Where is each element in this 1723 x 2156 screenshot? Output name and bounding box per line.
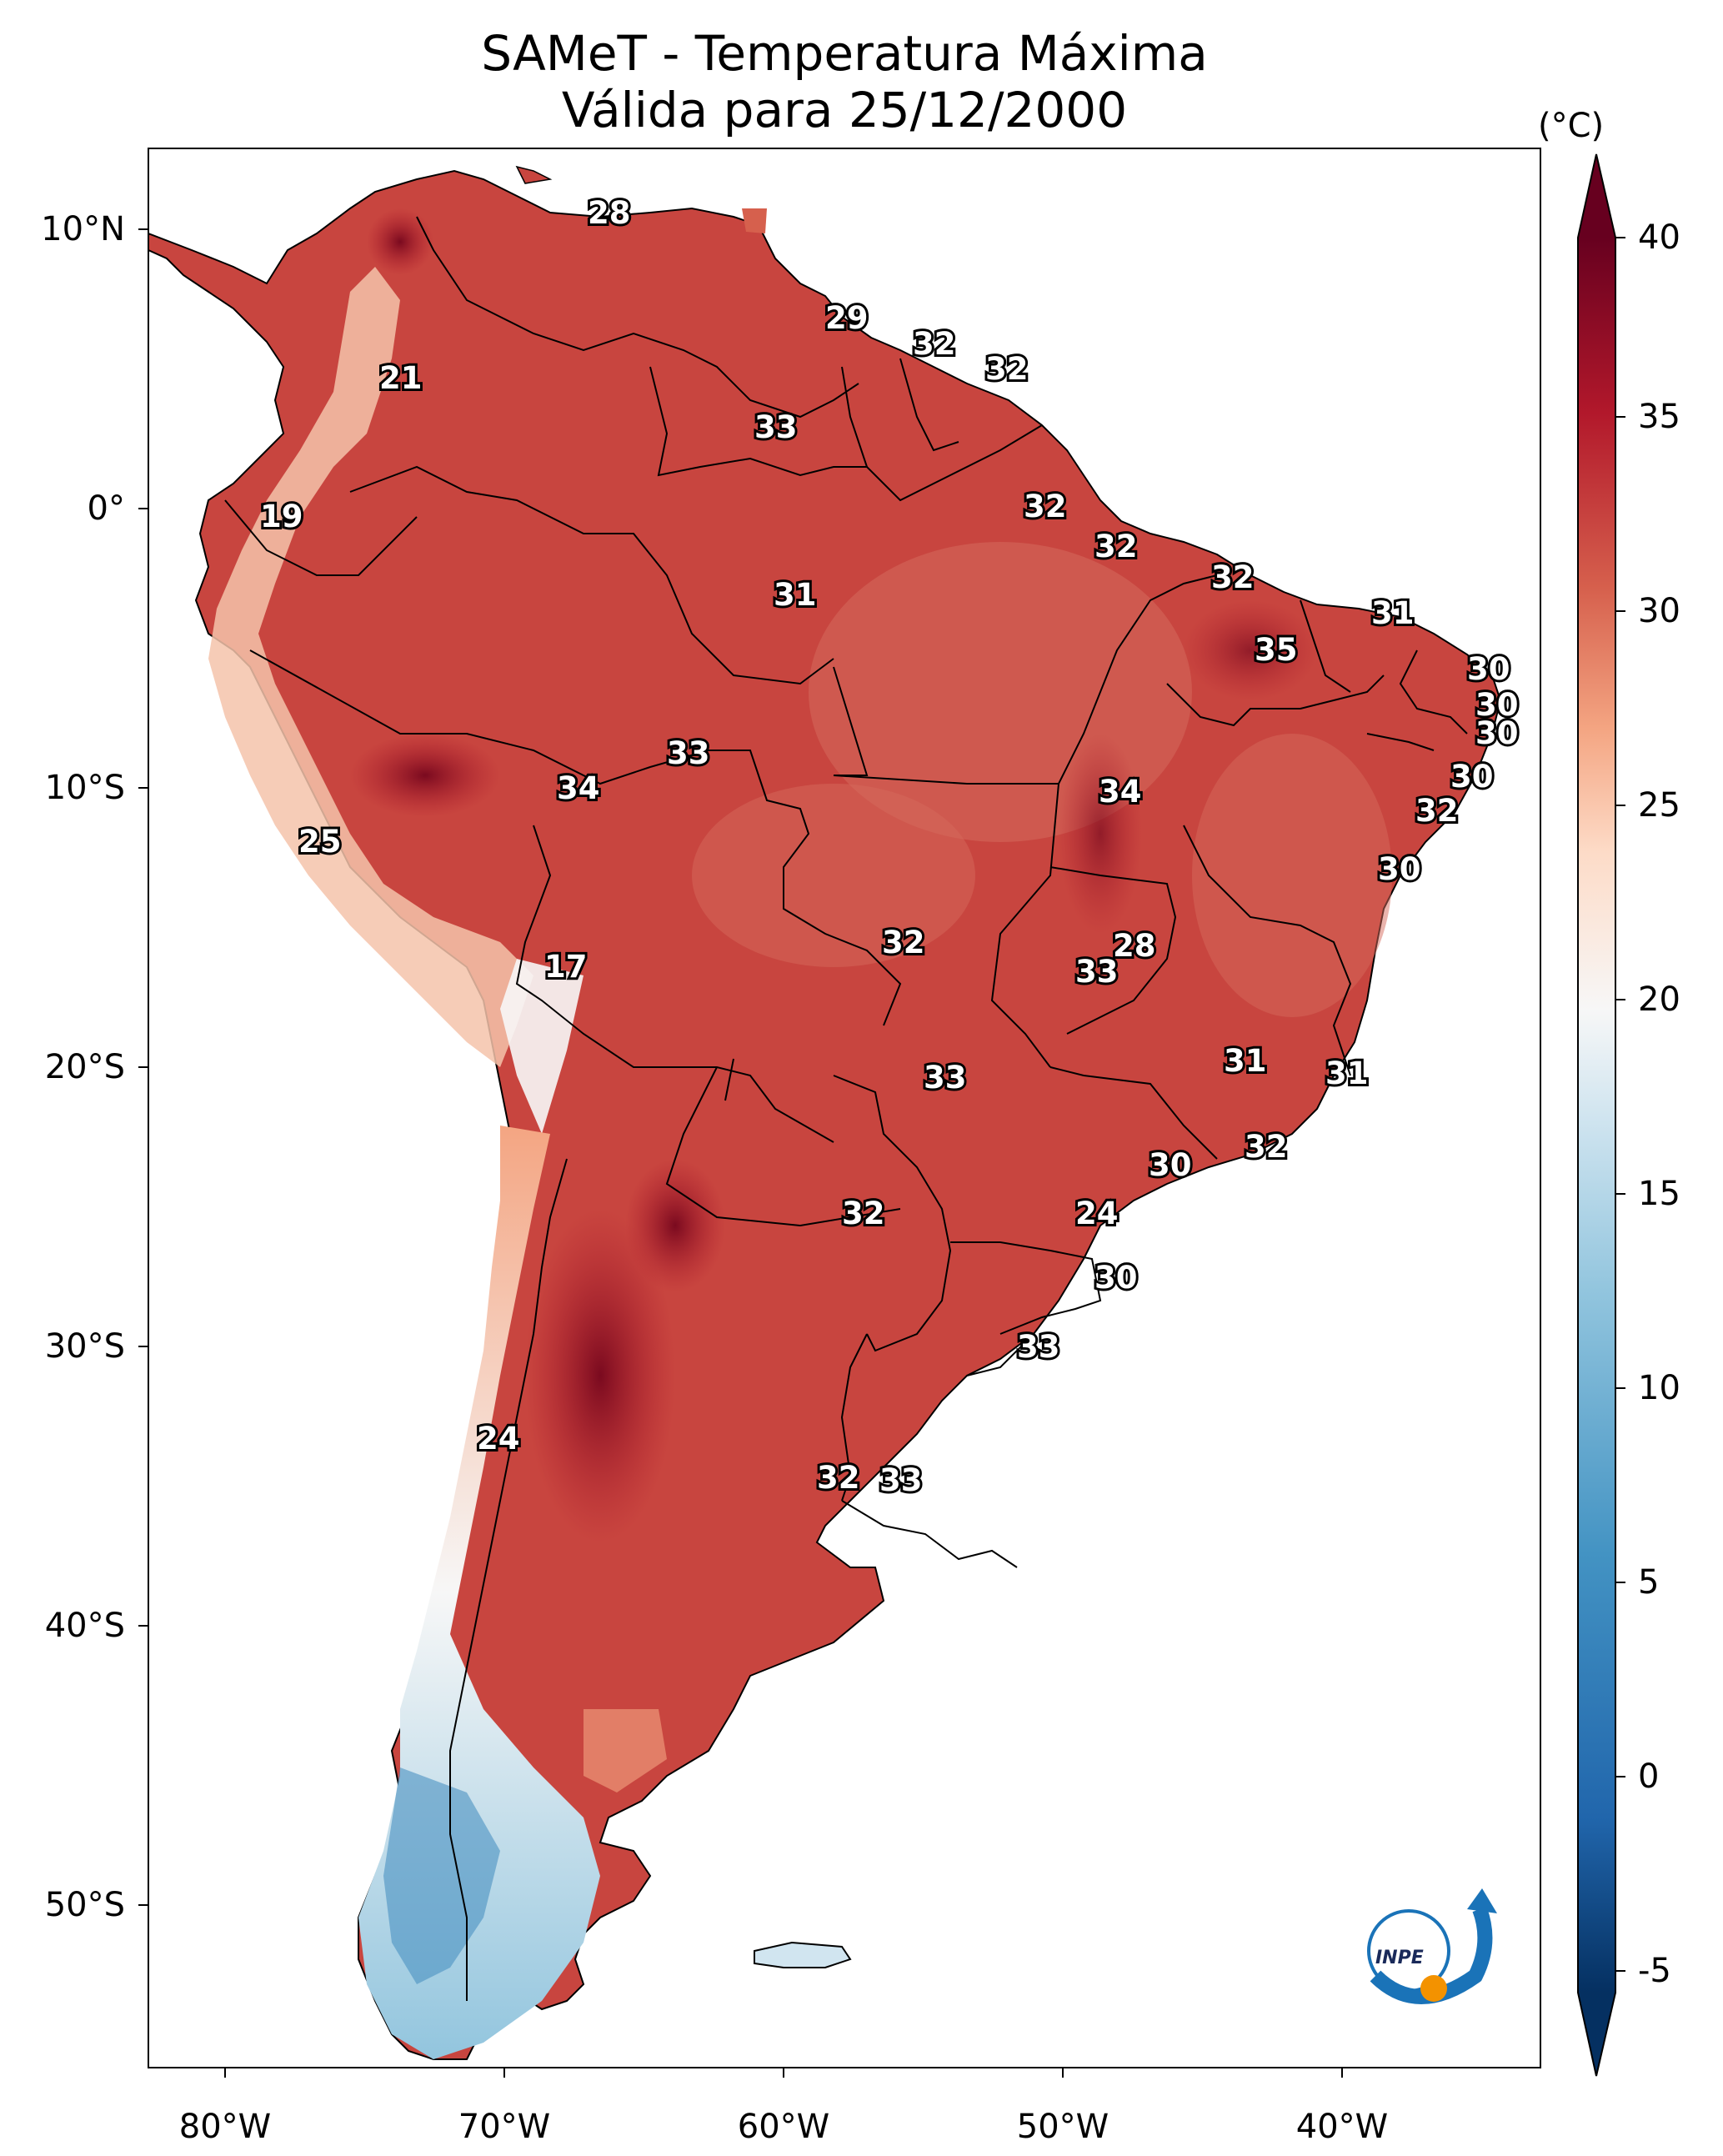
station-value: 32 <box>1245 1129 1288 1165</box>
colorbar-tick: 30 <box>1638 592 1680 630</box>
station-value: 35 <box>1255 632 1298 668</box>
station-value: 33 <box>667 735 710 771</box>
station-labels: 28 21 29 32 32 33 19 32 32 31 32 31 35 3… <box>258 193 1521 1501</box>
station-value: 31 <box>1325 1055 1369 1091</box>
station-value: 17 <box>544 949 588 985</box>
lat-label: 50°S <box>44 1886 125 1924</box>
station-value: 33 <box>924 1060 967 1096</box>
station-value: 33 <box>1075 954 1119 990</box>
station-value: 32 <box>1415 793 1459 829</box>
station-value: 28 <box>1113 928 1156 964</box>
lat-label: 40°S <box>44 1607 125 1645</box>
station-value: 30 <box>1475 687 1519 723</box>
map-title-line2: Válida para 25/12/2000 <box>561 82 1128 138</box>
colorbar-tick: 0 <box>1638 1757 1660 1796</box>
station-value: 31 <box>1371 595 1415 631</box>
station-value: 32 <box>842 1196 885 1231</box>
station-value: 30 <box>1475 715 1519 751</box>
colorbar-bottom-extend <box>1578 1993 1615 2076</box>
station-value: 29 <box>825 300 869 336</box>
station-value: 28 <box>588 195 631 231</box>
inpe-logo-text: INPE <box>1375 1948 1424 1968</box>
station-value: 34 <box>1099 774 1142 810</box>
station-value: 30 <box>1467 651 1510 687</box>
station-value: 19 <box>260 499 303 534</box>
colorbar-tick: 5 <box>1638 1563 1660 1602</box>
station-value: 31 <box>774 577 817 613</box>
station-value: 32 <box>985 351 1029 387</box>
lon-label: 60°W <box>737 2108 830 2146</box>
station-value: 30 <box>1094 1260 1138 1296</box>
colorbar-top-extend <box>1578 154 1615 238</box>
station-value: 30 <box>1378 851 1421 887</box>
lat-label: 30°S <box>44 1327 125 1366</box>
colorbar-tick: 40 <box>1638 218 1680 257</box>
station-value: 24 <box>477 1421 520 1457</box>
lat-label: 10°N <box>41 210 125 248</box>
station-value: 21 <box>379 360 423 396</box>
station-value: 32 <box>882 925 925 960</box>
station-value: 33 <box>1017 1329 1060 1365</box>
lat-label: 10°S <box>44 769 125 807</box>
map-title-line1: SAMeT - Temperatura Máxima <box>481 25 1208 82</box>
lon-label: 70°W <box>458 2108 551 2146</box>
inpe-logo: INPE <box>1367 1888 1497 2004</box>
station-value: 25 <box>298 824 342 860</box>
station-value: 33 <box>879 1462 923 1498</box>
colorbar <box>1577 153 1625 2077</box>
colorbar-tick: 20 <box>1638 980 1680 1019</box>
lon-label: 50°W <box>1016 2108 1109 2146</box>
colorbar-tick: -5 <box>1638 1952 1671 1990</box>
colorbar-tick: 25 <box>1638 786 1680 825</box>
colorbar-body <box>1578 238 1615 1993</box>
lon-label: 40°W <box>1295 2108 1389 2146</box>
station-value: 24 <box>1075 1196 1119 1231</box>
colorbar-tick: 10 <box>1638 1369 1680 1407</box>
lat-label: 20°S <box>44 1048 125 1086</box>
colorbar-unit: (°C) <box>1538 107 1605 145</box>
colorbar-tick: 15 <box>1638 1175 1680 1213</box>
station-value: 33 <box>754 409 798 445</box>
lat-label: 0° <box>87 489 125 528</box>
station-value: 32 <box>1024 489 1067 524</box>
station-value: 32 <box>913 326 956 362</box>
station-value: 31 <box>1224 1043 1267 1079</box>
station-value: 32 <box>1211 559 1255 595</box>
station-value: 30 <box>1450 759 1494 795</box>
station-value: 30 <box>1149 1147 1192 1183</box>
station-value: 32 <box>817 1460 860 1496</box>
lon-label: 80°W <box>178 2108 272 2146</box>
colorbar-tick: 35 <box>1638 398 1680 436</box>
station-value: 32 <box>1094 529 1138 564</box>
station-value: 34 <box>557 770 600 806</box>
